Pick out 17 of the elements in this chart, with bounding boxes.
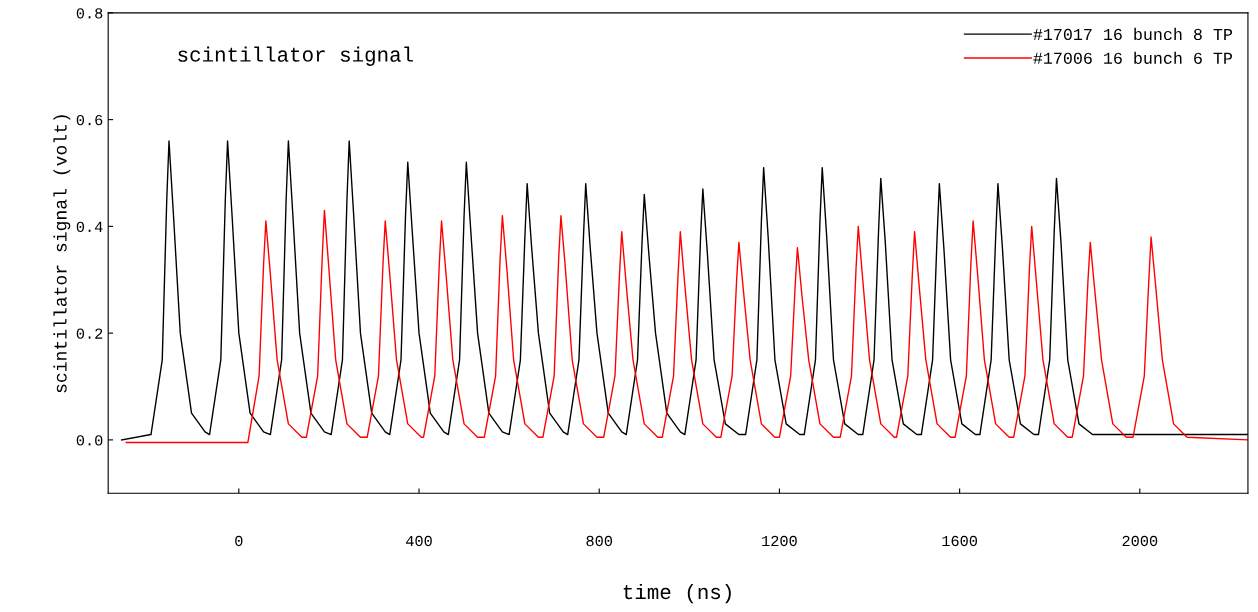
legend-label: #17006 16 bunch 6 TP <box>1033 51 1233 64</box>
y-tick-label: 0.2 <box>76 328 103 339</box>
x-tick-label: 1200 <box>762 535 797 547</box>
legend-label: #17017 16 bunch 8 TP <box>1033 27 1233 41</box>
y-tick-label: 0.0 <box>76 435 103 446</box>
x-axis-title: time (ns) <box>623 583 731 604</box>
y-tick-label: 0.4 <box>76 221 103 233</box>
line-series <box>125 209 1248 444</box>
x-tick-label: 2000 <box>1122 535 1158 547</box>
x-tick-label: 400 <box>406 535 432 547</box>
y-tick-label: 0.6 <box>76 114 103 126</box>
annotation: scintillator signal <box>178 46 413 66</box>
x-tick-label: 0 <box>235 535 243 547</box>
x-tick-label: 1600 <box>942 535 978 547</box>
y-axis-title: scintillator signal (volt) <box>53 115 71 393</box>
y-tick-label: 0.8 <box>76 8 103 19</box>
x-tick-label: 800 <box>586 535 613 547</box>
